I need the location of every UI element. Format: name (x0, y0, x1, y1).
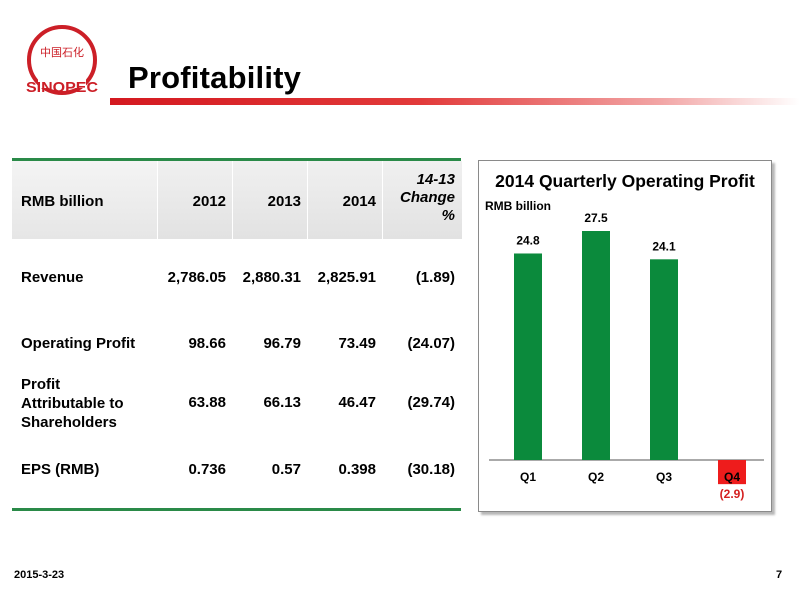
row-eps-2012: 0.736 (188, 461, 226, 478)
sinopec-logo-mark: 中国石化 SINOPEC (26, 25, 98, 96)
header-2013: 2013 (267, 193, 301, 210)
title-underline (110, 98, 800, 105)
row-eps-change: (30.18) (407, 461, 455, 478)
header-col-change-shade (382, 161, 462, 239)
row-profit-attributable-label-line-1: Profit (21, 376, 61, 393)
row-eps-label: EPS (RMB) (21, 461, 100, 478)
header-label: RMB billion (21, 193, 104, 210)
sinopec-logo: 中国石化 SINOPEC (22, 22, 102, 104)
bar-q1 (514, 253, 542, 460)
category-label-q4: Q4 (724, 470, 740, 484)
category-label-q1: Q1 (520, 470, 536, 484)
row-revenue-change: (1.89) (415, 269, 455, 286)
row-revenue-label: Revenue (21, 269, 84, 286)
data-label-q1: 24.8 (516, 233, 540, 247)
row-revenue-2014: 2,825.91 (317, 269, 376, 286)
header-col-2014-shade (307, 161, 382, 239)
row-operating-profit-2013: 96.79 (263, 335, 301, 352)
row-profit-attributable-label-line-3: Shareholders (21, 414, 117, 431)
bar-q4 (718, 460, 746, 485)
data-label-q4: (2.9) (720, 487, 745, 501)
header-col-2013-shade (232, 161, 307, 239)
bar-q2 (582, 231, 610, 460)
data-label-q2: 27.5 (584, 211, 608, 225)
logo-chinese-text: 中国石化 (40, 45, 84, 59)
header-change: 14-13 Change % (382, 171, 455, 225)
quarterly-profit-bar-chart: Q1 24.8 Q2 27.5 Q3 24.1 Q4 (2.9) (489, 211, 764, 501)
row-operating-profit-2012: 98.66 (188, 335, 226, 352)
header-2012: 2012 (192, 193, 226, 210)
header-change-line-2: Change (399, 189, 455, 206)
header-col-2012-shade (157, 161, 232, 239)
row-revenue-2012: 2,786.05 (167, 269, 226, 286)
row-profit-attributable-2013: 66.13 (263, 394, 301, 411)
row-profit-attributable-change: (29.74) (407, 394, 455, 411)
row-revenue-2013: 2,880.31 (242, 269, 301, 286)
quarterly-profit-chart-panel: 2014 Quarterly Operating Profit RMB bill… (478, 160, 772, 512)
chart-y-axis-label: RMB billion (485, 199, 551, 213)
bar-q3 (650, 259, 678, 460)
row-eps-2014: 0.398 (338, 461, 376, 478)
data-label-q3: 24.1 (652, 239, 676, 253)
page-number: 7 (776, 569, 783, 581)
row-operating-profit-change: (24.07) (407, 335, 455, 352)
header-2014: 2014 (342, 193, 376, 210)
row-profit-attributable-2014: 46.47 (338, 394, 376, 411)
category-label-q2: Q2 (588, 470, 604, 484)
row-profit-attributable-2012: 63.88 (188, 394, 226, 411)
row-operating-profit-label: Operating Profit (21, 335, 136, 352)
row-profit-attributable-label-line-2: Attributable to (21, 395, 124, 412)
table-top-rule (12, 158, 461, 161)
row-operating-profit-2014: 73.49 (338, 335, 376, 352)
logo-wordmark: SINOPEC (26, 79, 98, 96)
table-bottom-rule (12, 508, 461, 511)
row-eps-2013: 0.57 (271, 461, 301, 478)
header-change-line-3: % (441, 207, 455, 224)
row-profit-attributable-label: Profit Attributable to Shareholders (21, 375, 124, 432)
page-title: Profitability (128, 60, 302, 95)
header-change-line-1: 14-13 (416, 171, 455, 188)
footer-date: 2015-3-23 (14, 569, 65, 581)
category-label-q3: Q3 (656, 470, 672, 484)
chart-title: 2014 Quarterly Operating Profit (495, 171, 755, 191)
